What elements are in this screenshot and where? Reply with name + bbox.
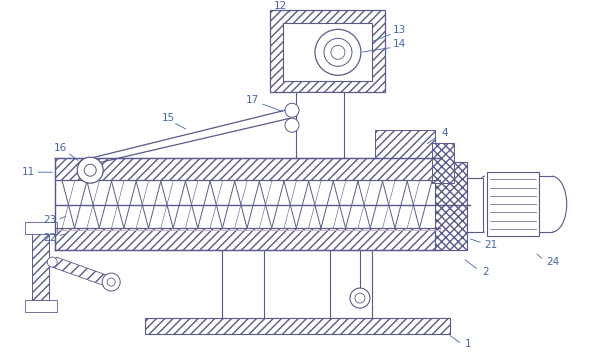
Circle shape xyxy=(324,38,352,66)
Bar xyxy=(432,143,454,183)
Text: 12: 12 xyxy=(274,1,287,12)
Text: 4: 4 xyxy=(442,128,448,138)
Bar xyxy=(296,92,344,158)
Polygon shape xyxy=(52,257,112,287)
Bar xyxy=(25,222,57,234)
Circle shape xyxy=(47,257,57,267)
Bar xyxy=(467,178,483,232)
Text: 2: 2 xyxy=(482,267,489,277)
Bar xyxy=(270,10,385,92)
Text: 21: 21 xyxy=(484,240,497,250)
Text: 16: 16 xyxy=(53,143,67,153)
Bar xyxy=(25,300,57,312)
Circle shape xyxy=(355,293,365,303)
Circle shape xyxy=(77,157,103,183)
Text: 14: 14 xyxy=(393,39,407,49)
Bar xyxy=(283,23,372,81)
Circle shape xyxy=(285,118,299,132)
Bar xyxy=(32,230,49,300)
Bar xyxy=(145,318,450,334)
Circle shape xyxy=(285,103,299,117)
Text: 11: 11 xyxy=(22,167,35,177)
Circle shape xyxy=(107,278,115,286)
Text: 23: 23 xyxy=(44,215,57,225)
Bar xyxy=(330,248,372,318)
Bar xyxy=(222,248,264,318)
Bar xyxy=(55,158,435,180)
Text: 17: 17 xyxy=(245,95,259,105)
Bar xyxy=(55,228,435,250)
Circle shape xyxy=(331,45,345,59)
Circle shape xyxy=(350,288,370,308)
Circle shape xyxy=(102,273,120,291)
Text: 24: 24 xyxy=(546,257,559,267)
Bar xyxy=(435,162,467,250)
Text: 13: 13 xyxy=(393,25,407,35)
Text: 22: 22 xyxy=(44,233,57,243)
Bar xyxy=(487,172,539,236)
Text: 15: 15 xyxy=(161,113,175,123)
Text: 1: 1 xyxy=(464,339,471,349)
Circle shape xyxy=(84,164,96,176)
Circle shape xyxy=(315,29,361,75)
Bar xyxy=(375,130,435,158)
